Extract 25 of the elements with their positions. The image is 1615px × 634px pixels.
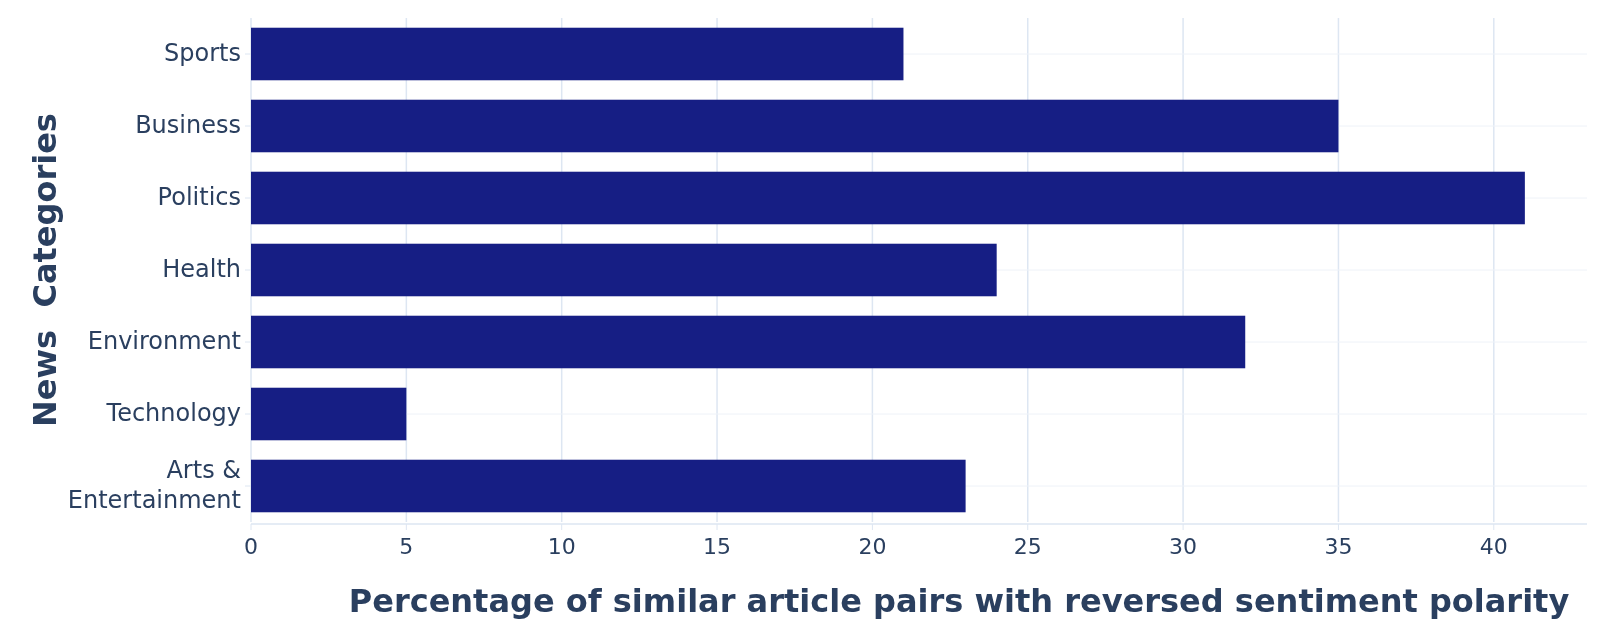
x-tick-label: 25 — [1013, 534, 1042, 559]
x-tick-label: 20 — [858, 534, 887, 559]
y-tick-label: Arts & Entertainment — [67, 456, 241, 514]
x-tick-label: 30 — [1169, 534, 1198, 559]
x-tick-label: 10 — [547, 534, 576, 559]
x-tick-label: 15 — [703, 534, 732, 559]
y-tick-label: Business — [135, 111, 241, 139]
y-tick-label: Sports — [164, 39, 241, 67]
x-axis-title: Percentage of similar article pairs with reversed sentiment polarity — [348, 582, 1570, 620]
bar — [251, 459, 966, 513]
y-tick-label: Technology — [105, 399, 241, 427]
bar — [251, 387, 407, 441]
y-tick-label: Health — [162, 255, 241, 283]
bar — [251, 315, 1246, 369]
x-tick-label: 5 — [399, 534, 414, 559]
y-axis-title: News Categories — [26, 113, 64, 427]
bar — [251, 27, 904, 81]
x-tick-label: 35 — [1324, 534, 1353, 559]
y-tick-label: Politics — [157, 183, 241, 211]
bar — [251, 171, 1525, 225]
bar — [251, 243, 997, 297]
x-tick-label: 40 — [1479, 534, 1508, 559]
bar — [251, 99, 1339, 153]
x-tick-label: 0 — [244, 534, 258, 559]
y-tick-label: Environment — [87, 327, 241, 355]
